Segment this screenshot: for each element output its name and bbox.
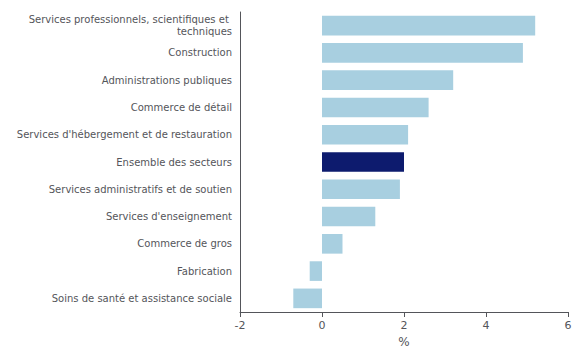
svg-text:-2: -2 — [235, 319, 246, 332]
svg-text:Services d'hébergement et de r: Services d'hébergement et de restauratio… — [17, 129, 232, 140]
svg-text:4: 4 — [483, 319, 490, 332]
svg-text:Services d'enseignement: Services d'enseignement — [106, 211, 232, 222]
svg-text:Fabrication: Fabrication — [177, 266, 232, 277]
svg-text:Services professionnels, scien: Services professionnels, scientifiques e… — [29, 14, 232, 25]
svg-text:6: 6 — [565, 319, 572, 332]
svg-text:Commerce de détail: Commerce de détail — [131, 102, 232, 113]
svg-text:Services administratifs et de: Services administratifs et de soutien — [49, 184, 232, 195]
svg-text:techniques: techniques — [177, 26, 232, 37]
svg-text:Ensemble des secteurs: Ensemble des secteurs — [116, 157, 232, 168]
svg-text:0: 0 — [319, 319, 326, 332]
svg-text:2: 2 — [401, 319, 408, 332]
svg-text:Construction: Construction — [168, 47, 232, 58]
svg-text:Commerce de gros: Commerce de gros — [137, 238, 232, 249]
svg-text:Administrations publiques: Administrations publiques — [102, 75, 232, 86]
svg-text:%: % — [398, 335, 409, 349]
svg-text:Soins de santé et assistance s: Soins de santé et assistance sociale — [52, 293, 232, 304]
